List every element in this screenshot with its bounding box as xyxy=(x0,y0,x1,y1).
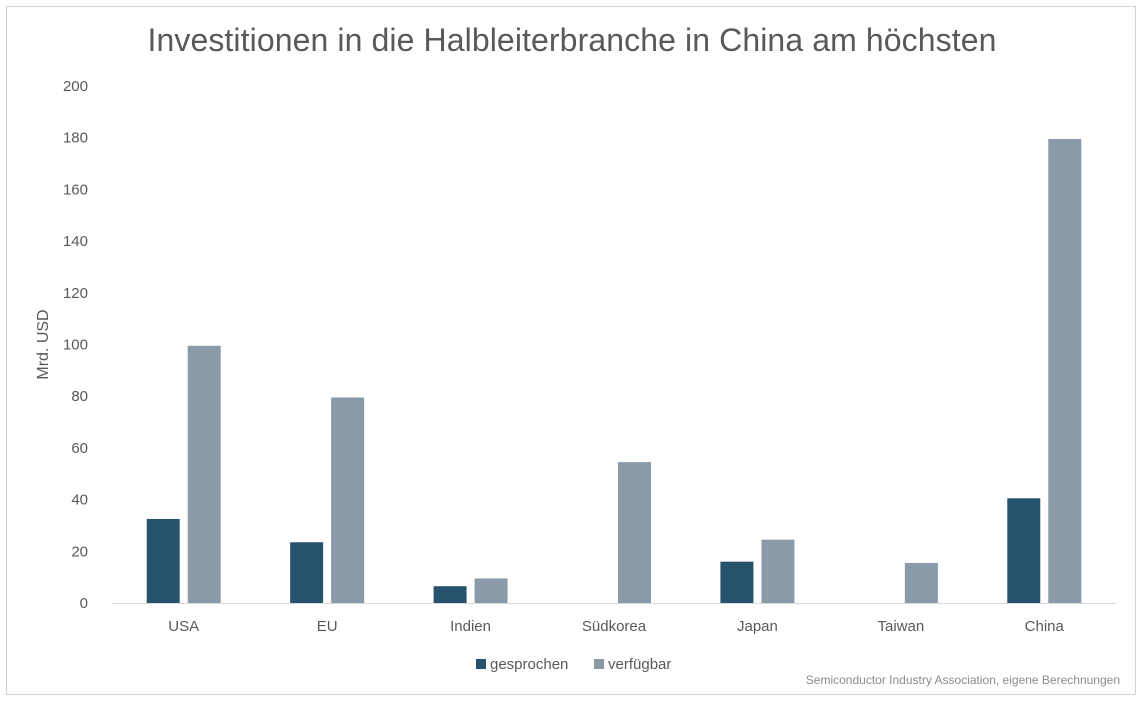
x-tick-label: Indien xyxy=(450,618,491,635)
y-tick-label: 60 xyxy=(71,440,88,457)
bars xyxy=(146,138,1082,603)
x-axis-labels: USA EU Indien Südkorea Japan Taiwan China xyxy=(168,618,1064,635)
bar-verfügbar-China xyxy=(1048,138,1082,603)
y-tick-label: 40 xyxy=(71,492,88,509)
chart-title: Investitionen in die Halbleiterbranche i… xyxy=(147,22,997,58)
y-tick-label: 120 xyxy=(63,285,88,302)
y-tick-label: 0 xyxy=(80,595,88,612)
y-tick-label: 200 xyxy=(63,78,88,95)
y-tick-label: 80 xyxy=(71,388,88,405)
x-tick-label: Südkorea xyxy=(582,618,647,635)
bar-verfügbar-EU xyxy=(331,397,365,603)
bar-verfügbar-Indien xyxy=(474,578,508,603)
bar-verfügbar-Taiwan xyxy=(904,562,938,603)
bar-verfügbar-Südkorea xyxy=(618,462,651,603)
bar-verfügbar-USA xyxy=(187,345,221,603)
legend: gesprochen verfügbar xyxy=(476,656,671,673)
legend-swatch-gesprochen xyxy=(476,659,486,669)
x-tick-label: USA xyxy=(168,618,199,635)
y-tick-label: 180 xyxy=(63,130,88,147)
legend-label-gesprochen: gesprochen xyxy=(490,656,568,673)
y-axis-title: Mrd. USD xyxy=(35,309,52,379)
x-tick-label: Japan xyxy=(737,618,778,635)
y-tick-label: 100 xyxy=(63,337,88,354)
bar-gesprochen-Indien xyxy=(433,586,467,603)
legend-swatch-verfügbar xyxy=(594,659,604,669)
legend-label-verfügbar: verfügbar xyxy=(608,656,671,673)
y-tick-label: 20 xyxy=(71,543,88,560)
y-tick-label: 140 xyxy=(63,233,88,250)
y-tick-label: 160 xyxy=(63,181,88,198)
bar-gesprochen-China xyxy=(1007,498,1041,603)
bar-gesprochen-EU xyxy=(290,542,324,603)
bar-gesprochen-USA xyxy=(146,518,180,603)
y-axis-ticks: 0 20 40 60 80 100 120 140 160 180 200 xyxy=(63,78,88,612)
x-tick-label: China xyxy=(1025,618,1065,635)
bar-gesprochen-Japan xyxy=(720,561,754,603)
source-note: Semiconductor Industry Association, eige… xyxy=(805,673,1120,687)
x-tick-label: Taiwan xyxy=(878,618,925,635)
bar-verfügbar-Japan xyxy=(761,539,795,603)
x-tick-label: EU xyxy=(317,618,338,635)
